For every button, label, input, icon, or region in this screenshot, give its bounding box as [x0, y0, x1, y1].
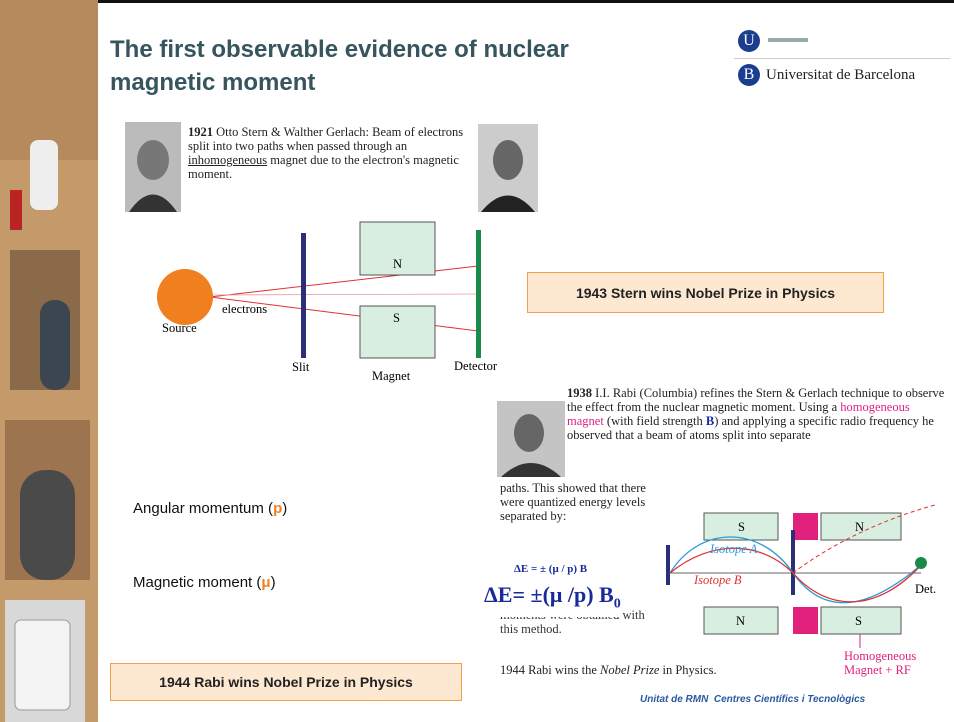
- diagram-label: S: [855, 614, 862, 628]
- note: Angular momentum (p): [133, 500, 287, 517]
- text: 1944 Rabi wins the: [500, 663, 597, 677]
- diagram-label: Magnet + RF: [844, 663, 911, 677]
- diagram-label: Isotope B: [693, 573, 742, 587]
- symbol: μ: [261, 574, 270, 591]
- text: in Physics.: [663, 663, 717, 677]
- text: ): [282, 500, 287, 517]
- diagram-label: S: [738, 520, 745, 534]
- rabi-diagram: S N N S Isotope A Isotope B Det. Homogen…: [0, 0, 954, 722]
- diagram-label: N: [736, 614, 745, 628]
- credit: Unitat de RMN Centres Científics i Tecno…: [640, 694, 865, 705]
- text: ): [271, 574, 276, 591]
- text: Nobel Prize: [600, 663, 659, 677]
- slide: The first observable evidence of nuclear…: [0, 0, 954, 722]
- text: Angular momentum (: [133, 500, 273, 517]
- callout: 1944 Rabi wins Nobel Prize in Physics: [110, 663, 462, 701]
- rabi-nobel: 1944 Rabi wins the Nobel Prize in Physic…: [500, 663, 717, 677]
- symbol: p: [273, 500, 282, 517]
- diagram-label: Isotope A: [709, 542, 758, 556]
- note: Magnetic moment (μ): [133, 574, 276, 591]
- diagram-label: Homogeneous: [844, 649, 916, 663]
- diagram-label: N: [855, 520, 864, 534]
- text: Magnetic moment (: [133, 574, 261, 591]
- diagram-label: Det.: [915, 582, 936, 596]
